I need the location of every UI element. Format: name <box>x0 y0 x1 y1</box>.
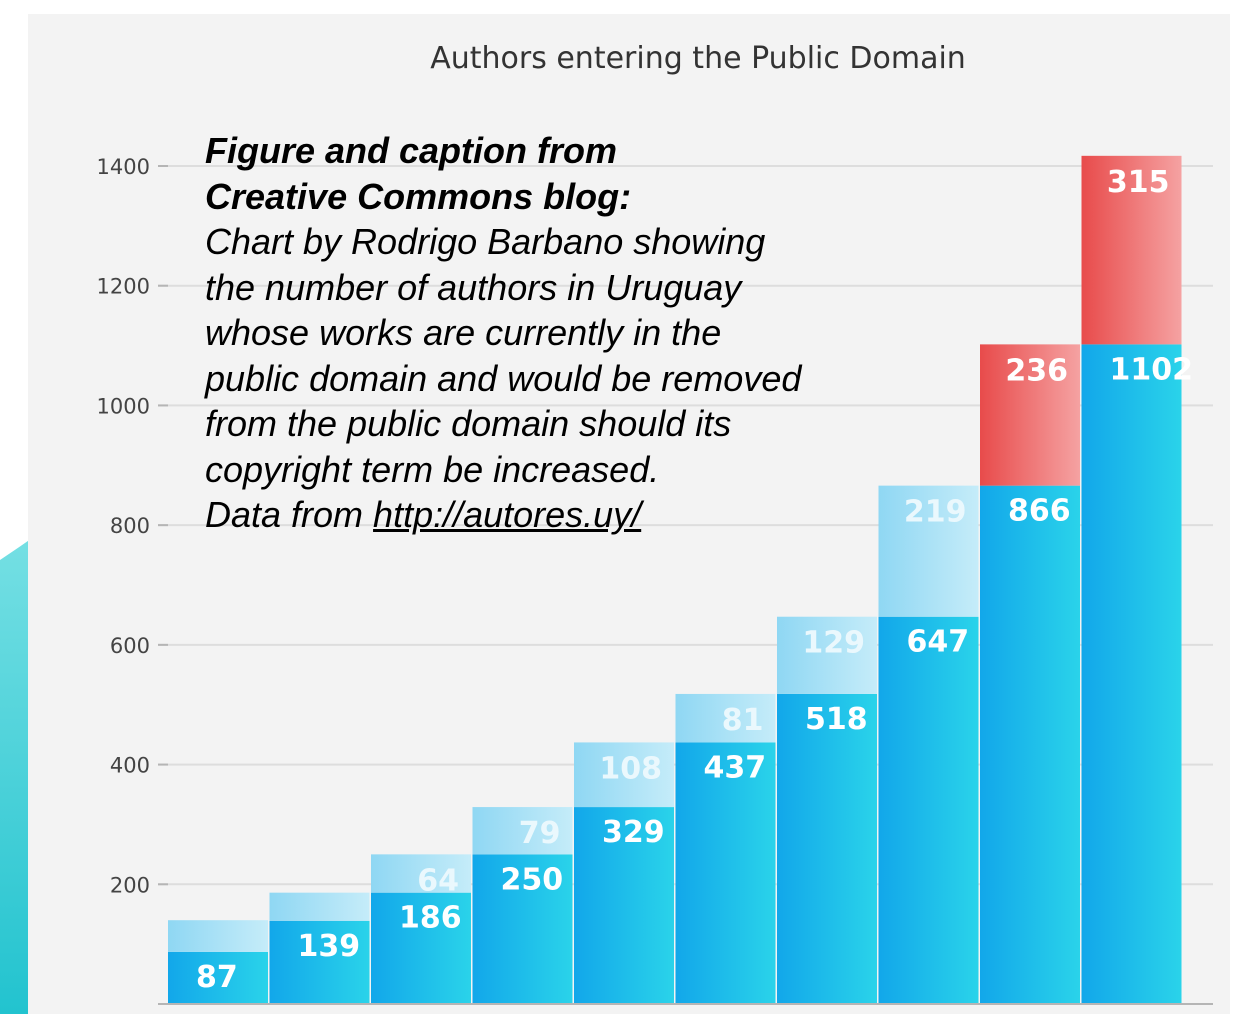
bar-added-segment <box>269 892 370 921</box>
bar-base-value-label: 87 <box>196 960 238 995</box>
bar-base-value-label: 437 <box>704 750 767 785</box>
y-tick-label: 600 <box>110 634 150 658</box>
bar-added-value-label: 108 <box>599 751 662 786</box>
figure-caption: Figure and caption from Creative Commons… <box>205 128 905 538</box>
bar-base-value-label: 518 <box>805 702 868 737</box>
caption-line-5: from the public domain should its <box>205 403 732 444</box>
bar-added-value-label: 81 <box>722 703 764 738</box>
bar-base-value-label: 647 <box>907 625 970 660</box>
caption-line-2: the number of authors in Uruguay <box>205 266 742 308</box>
y-tick-label: 1400 <box>97 155 150 179</box>
caption-line-3: whose works are currently in the <box>205 312 722 353</box>
y-tick-label: 400 <box>110 754 150 778</box>
bar-base-segment <box>980 485 1080 1004</box>
bar-base-value-label: 329 <box>602 815 665 850</box>
bar-base-segment <box>1081 344 1182 1005</box>
bar-added-segment <box>1081 155 1182 345</box>
y-tick-label: 800 <box>110 514 150 538</box>
bar-base-segment <box>878 616 979 1004</box>
bar-base-segment <box>472 854 573 1004</box>
bar-chart: Authors entering the Public Domain 200 40… <box>97 41 1213 1005</box>
y-tick-label: 200 <box>110 873 150 897</box>
bar-added-value-label: 129 <box>802 626 865 661</box>
bar-base-value-label: 139 <box>298 929 361 964</box>
bar-added-segment <box>574 742 674 808</box>
bar-added-segment <box>980 344 1080 486</box>
bar-added-value-label: 315 <box>1107 165 1170 200</box>
bar-base-value-label: 866 <box>1008 494 1071 529</box>
bar-base-segment <box>574 807 674 1004</box>
caption-heading-line-2: Creative Commons blog: <box>205 175 632 217</box>
bar-added-value-label: 219 <box>904 495 967 530</box>
bar-base-value-label: 186 <box>399 901 462 936</box>
caption-heading-line-1: Figure and caption from <box>205 130 618 171</box>
source-link[interactable]: http://autores.uy/ <box>373 494 642 535</box>
bar-added-value-label: 64 <box>417 863 459 898</box>
bar-base-segment <box>168 951 268 1004</box>
y-tick-labels: 200 400 600 800 1000 1200 1400 <box>97 155 150 897</box>
chart-title: Authors entering the Public Domain <box>430 41 966 76</box>
y-tick-label: 1200 <box>97 275 150 299</box>
bar-base-value-label: 1102 <box>1110 352 1194 387</box>
bar-added-segment <box>472 807 573 855</box>
bar-base-segment <box>371 892 471 1004</box>
bar-base-segment <box>675 742 776 1004</box>
bar-base-segment <box>269 920 370 1004</box>
caption-line-6: copyright term be increased. <box>205 448 660 490</box>
chart-panel: Authors entering the Public Domain 200 40… <box>28 14 1230 1014</box>
bar-base-value-label: 250 <box>501 862 564 897</box>
bar-added-segment <box>168 920 268 952</box>
caption-source-line: Data from http://autores.uy/ <box>205 492 905 538</box>
y-tick-label: 1000 <box>97 394 150 418</box>
bar-added-value-label: 79 <box>519 816 561 851</box>
bar-added-segment <box>777 616 877 694</box>
bars <box>168 155 1182 1005</box>
caption-line-4: public domain and would be removed <box>205 357 802 399</box>
bar-base-segment <box>777 693 877 1004</box>
caption-source-prefix: Data from <box>205 494 374 535</box>
bar-added-value-label: 236 <box>1005 353 1068 388</box>
bar-added-segment <box>371 854 471 893</box>
bar-added-segment <box>675 693 776 743</box>
caption-line-1: Chart by Rodrigo Barbano showing <box>205 221 766 262</box>
bar-added-segment <box>878 485 979 617</box>
